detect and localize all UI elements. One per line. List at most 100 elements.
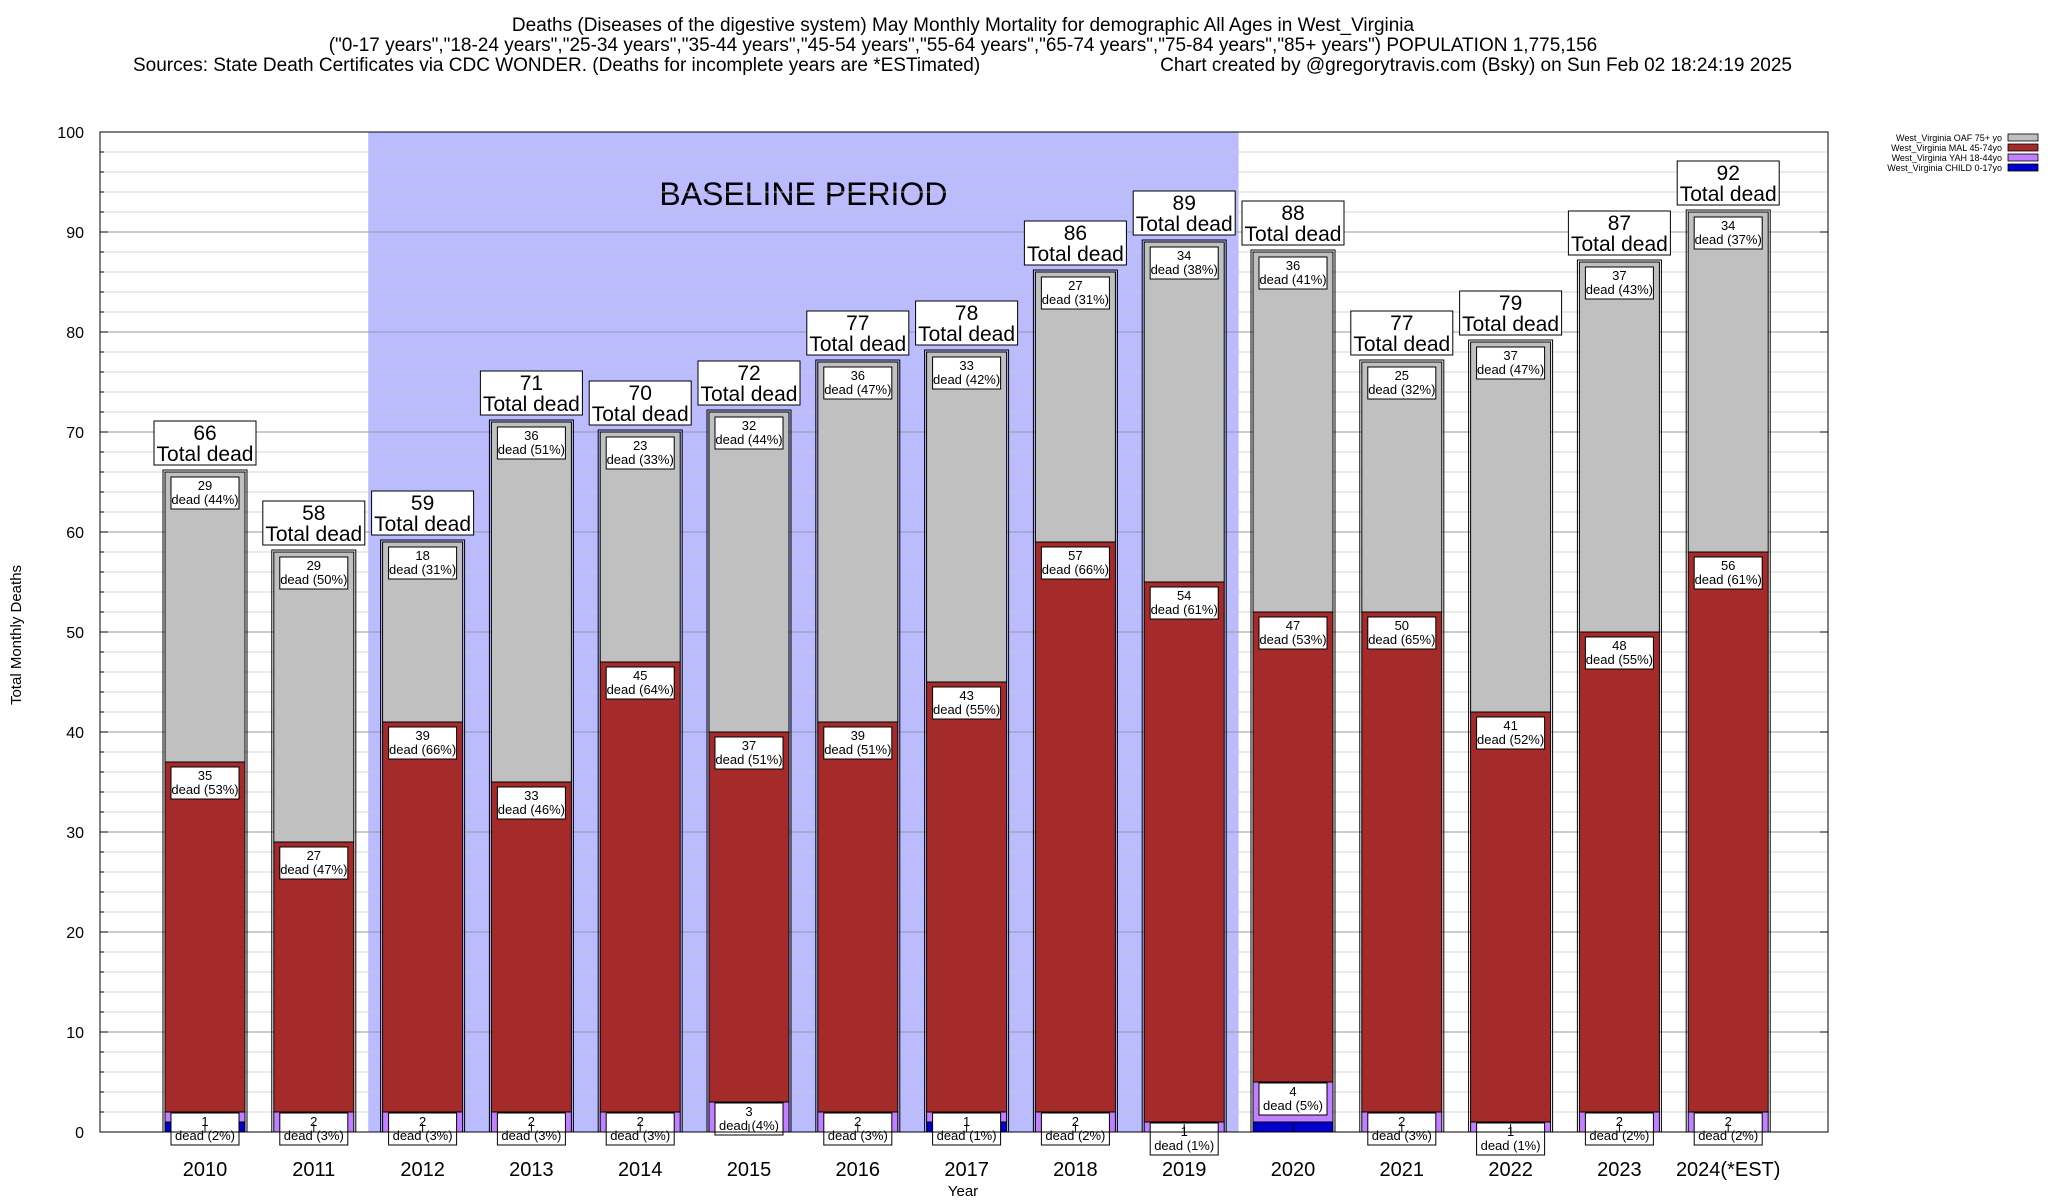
label-oaf-2012-pct: dead (31%) <box>389 562 456 577</box>
label-mal-2012-box <box>388 726 458 760</box>
label-mal-2011-pct: dead (47%) <box>280 862 347 877</box>
label-mal-2019-pct: dead (61%) <box>1151 602 1218 617</box>
y-tick-label: 40 <box>66 725 84 742</box>
label-oaf-2021-box <box>1367 366 1437 400</box>
total-box-2021 <box>1350 310 1454 356</box>
label-oaf-2016-count: 36 <box>851 368 865 383</box>
x-tick-label-2012: 2012 <box>400 1159 445 1181</box>
label-yah-2011-count: 2 <box>310 1114 317 1129</box>
bar-oaf-2010 <box>164 471 246 763</box>
label-oaf-2015-pct: dead (44%) <box>715 432 782 447</box>
label-mal-2022-box <box>1476 716 1546 750</box>
bar-oaf-2024(*EST) <box>1687 211 1769 553</box>
label-mal-2012-pct: dead (66%) <box>389 742 456 757</box>
total-value-2019: 89 <box>1173 192 1196 215</box>
bar-oaf-2019 <box>1143 241 1225 583</box>
total-text-2020: Total dead <box>1245 223 1342 246</box>
total-text-2010: Total dead <box>157 443 254 466</box>
bar-oaf-2022 <box>1470 341 1552 713</box>
label-oaf-2014-pct: dead (33%) <box>607 452 674 467</box>
y-tick-label: 80 <box>66 325 84 342</box>
label-mal-2024(*EST)-box <box>1693 556 1763 590</box>
bar-mal-2017 <box>926 681 1008 1113</box>
label-oaf-2017-pct: dead (42%) <box>933 372 1000 387</box>
y-tick-label: 20 <box>66 925 84 942</box>
total-box-2024(*EST) <box>1676 160 1780 206</box>
bar-mal-2012 <box>382 721 464 1113</box>
total-box-2016 <box>806 310 910 356</box>
bar-mal-2015 <box>708 731 790 1103</box>
bar-oaf-2017 <box>926 351 1008 683</box>
total-box-2011 <box>262 500 366 546</box>
label-oaf-2023-count: 37 <box>1612 268 1626 283</box>
label-oaf-2011-count: 29 <box>307 558 321 573</box>
label-mal-2024(*EST)-pct: dead (61%) <box>1695 572 1762 587</box>
label-mal-2021-pct: dead (65%) <box>1368 632 1435 647</box>
bar-mal-2013 <box>490 781 572 1113</box>
label-mal-2021-count: 50 <box>1395 618 1409 633</box>
legend-entry: West_Virginia CHILD 0-17yo <box>1887 163 2039 173</box>
label-mal-2021-box <box>1367 616 1437 650</box>
label-yah-2012-count: 2 <box>419 1114 426 1129</box>
total-value-2023: 87 <box>1608 212 1631 235</box>
y-tick-label: 0 <box>75 1125 84 1142</box>
label-mal-2010-pct: dead (53%) <box>171 782 238 797</box>
bar-oaf-2020 <box>1252 251 1334 613</box>
total-text-2013: Total dead <box>483 393 580 416</box>
label-yah-2017-count: 1 <box>963 1114 970 1129</box>
total-text-2017: Total dead <box>918 323 1015 346</box>
label-oaf-2010-box <box>170 476 240 510</box>
legend-entry: West_Virginia YAH 18-44yo <box>1892 153 2039 163</box>
label-oaf-2018-count: 27 <box>1068 278 1082 293</box>
label-oaf-2016-pct: dead (47%) <box>824 382 891 397</box>
x-tick-label-2016: 2016 <box>836 1159 881 1181</box>
label-mal-2013-box <box>496 786 566 820</box>
bar-mal-2010 <box>164 761 246 1113</box>
bar-oaf-2021 <box>1361 361 1443 613</box>
bar-mal-2016 <box>817 721 899 1113</box>
label-oaf-2012-box <box>388 546 458 580</box>
x-tick-label-2010: 2010 <box>183 1159 228 1181</box>
label-oaf-2016-box <box>823 366 893 400</box>
bar-oaf-2015 <box>708 411 790 733</box>
bar-oaf-2014 <box>599 431 681 663</box>
label-yah-2013-count: 2 <box>528 1114 535 1129</box>
y-tick-label: 50 <box>66 625 84 642</box>
total-text-2023: Total dead <box>1571 233 1668 256</box>
label-yah-2022-pct: dead (1%) <box>1481 1138 1541 1153</box>
label-yah-2020-pct: dead (5%) <box>1263 1098 1323 1113</box>
label-yah-2023-count: 2 <box>1616 1114 1623 1129</box>
label-oaf-2013-pct: dead (51%) <box>498 442 565 457</box>
label-oaf-2019-count: 34 <box>1177 248 1191 263</box>
total-box-2010 <box>153 420 257 466</box>
total-text-2012: Total dead <box>374 513 471 536</box>
label-mal-2020-pct: dead (53%) <box>1259 632 1326 647</box>
total-value-2022: 79 <box>1499 292 1522 315</box>
legend-swatch <box>2007 143 2039 152</box>
label-oaf-2018-box <box>1040 276 1110 310</box>
bar-mal-2014 <box>599 661 681 1113</box>
total-text-2014: Total dead <box>592 403 689 426</box>
label-oaf-2023-box <box>1584 266 1654 300</box>
label-mal-2023-box <box>1584 636 1654 670</box>
legend-label: West_Virginia OAF 75+ yo <box>1896 133 2002 143</box>
label-oaf-2020-count: 36 <box>1286 258 1300 273</box>
total-box-2013 <box>479 370 583 416</box>
